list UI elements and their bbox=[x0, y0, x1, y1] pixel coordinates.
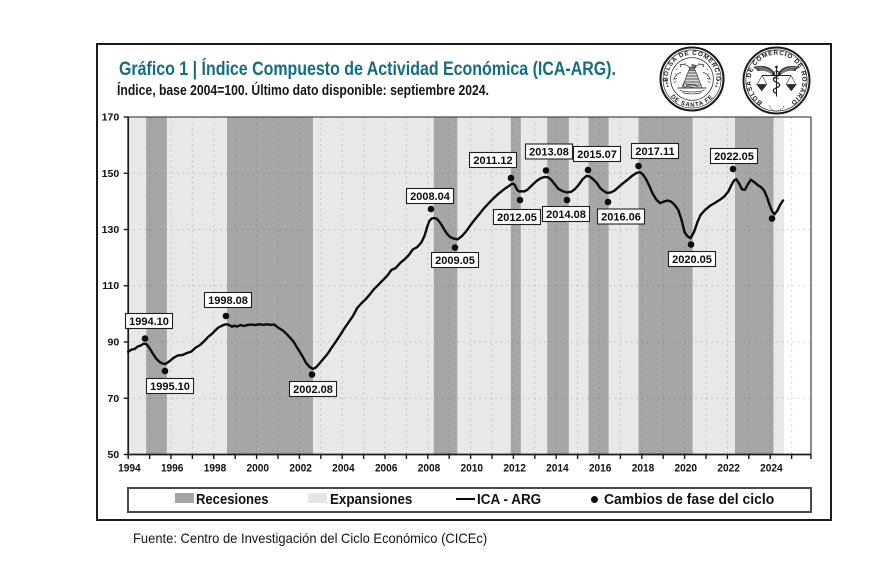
svg-text:1994: 1994 bbox=[118, 463, 141, 475]
svg-text:2024: 2024 bbox=[760, 463, 783, 475]
svg-text:2011.12: 2011.12 bbox=[473, 155, 512, 167]
svg-text:2000: 2000 bbox=[247, 463, 270, 475]
svg-text:2015.07: 2015.07 bbox=[577, 149, 617, 161]
svg-text:2012: 2012 bbox=[503, 463, 526, 475]
svg-text:2012.05: 2012.05 bbox=[497, 212, 537, 224]
svg-text:2022: 2022 bbox=[717, 463, 740, 475]
svg-text:2002: 2002 bbox=[289, 463, 312, 475]
svg-text:2002.08: 2002.08 bbox=[293, 384, 333, 396]
svg-text:2020: 2020 bbox=[675, 463, 698, 475]
svg-text:50: 50 bbox=[108, 449, 120, 461]
svg-text:1998: 1998 bbox=[204, 463, 227, 475]
svg-text:1994.10: 1994.10 bbox=[129, 316, 169, 328]
svg-text:2006: 2006 bbox=[375, 463, 398, 475]
svg-text:2018: 2018 bbox=[632, 463, 655, 475]
svg-text:70: 70 bbox=[108, 393, 120, 405]
svg-text:2008.04: 2008.04 bbox=[410, 191, 451, 203]
svg-text:1995.10: 1995.10 bbox=[150, 381, 190, 393]
svg-text:110: 110 bbox=[102, 280, 119, 292]
svg-text:170: 170 bbox=[102, 112, 120, 124]
svg-text:2004: 2004 bbox=[332, 463, 355, 475]
svg-text:2014.08: 2014.08 bbox=[546, 209, 586, 221]
svg-text:90: 90 bbox=[108, 337, 120, 349]
svg-text:2020.05: 2020.05 bbox=[672, 254, 712, 266]
svg-text:2016: 2016 bbox=[589, 463, 612, 475]
svg-text:2016.06: 2016.06 bbox=[601, 211, 641, 223]
svg-text:2008: 2008 bbox=[418, 463, 441, 475]
svg-text:2022.05: 2022.05 bbox=[714, 151, 754, 163]
svg-text:2010: 2010 bbox=[461, 463, 484, 475]
svg-text:1996: 1996 bbox=[161, 463, 184, 475]
svg-text:2013.08: 2013.08 bbox=[529, 146, 569, 158]
svg-text:2014: 2014 bbox=[546, 463, 569, 475]
svg-text:2017.11: 2017.11 bbox=[635, 146, 674, 158]
svg-text:150: 150 bbox=[102, 168, 120, 180]
svg-text:130: 130 bbox=[102, 224, 120, 236]
svg-text:2009.05: 2009.05 bbox=[435, 255, 475, 267]
svg-text:1998.08: 1998.08 bbox=[208, 295, 248, 307]
